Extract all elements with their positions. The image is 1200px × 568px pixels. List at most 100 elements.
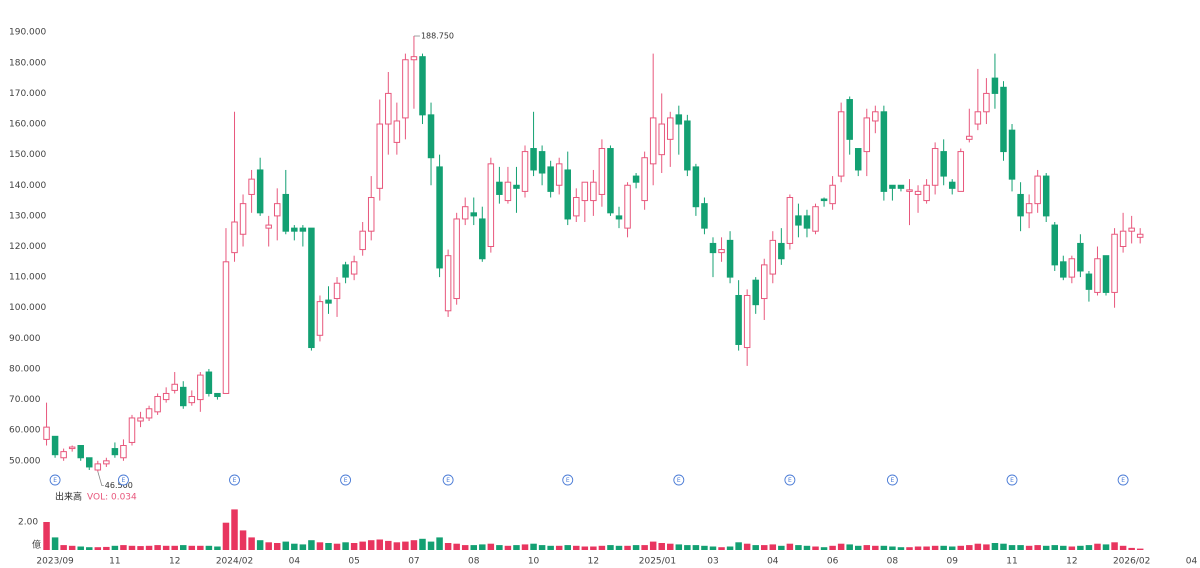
- volume-bar: [239, 530, 247, 550]
- volume-bar: [615, 545, 623, 550]
- x-tick-label: 08: [468, 557, 480, 567]
- volume-bar: [308, 540, 315, 550]
- x-tick-label: 11: [109, 557, 120, 567]
- candle-body: [410, 56, 418, 61]
- volume-bar: [880, 545, 888, 550]
- volume-bar: [1111, 542, 1118, 550]
- candle-body: [684, 120, 691, 171]
- volume-bar: [1060, 545, 1067, 550]
- event-marker: [49, 474, 61, 486]
- event-label: E: [1010, 477, 1014, 484]
- candle-body: [1119, 230, 1127, 248]
- x-tick-label: 11: [1006, 557, 1017, 567]
- candle-body: [632, 175, 640, 183]
- volume-title: 出来高: [55, 491, 82, 503]
- candle-body: [470, 212, 477, 217]
- volume-bar: [282, 541, 290, 550]
- candle-body: [931, 148, 939, 186]
- candle-body: [214, 392, 221, 398]
- volume-bar: [983, 544, 990, 550]
- volume-bar: [692, 545, 700, 550]
- candle-body: [453, 218, 460, 300]
- volume-bar: [325, 543, 332, 550]
- candle-body: [86, 457, 93, 468]
- x-tick-label: 2025/01: [639, 557, 676, 567]
- candle-body: [649, 117, 657, 165]
- event-marker: [562, 474, 574, 486]
- candle-body: [598, 148, 606, 195]
- candle-body: [564, 169, 571, 220]
- volume-bar: [598, 545, 606, 550]
- volume-bar: [419, 538, 426, 550]
- candle-body: [923, 184, 930, 202]
- volume-bar: [1094, 543, 1101, 550]
- volume-bar: [872, 545, 879, 550]
- volume-bar: [624, 545, 631, 550]
- volume-bar: [590, 546, 597, 550]
- candle-body: [1128, 227, 1135, 232]
- volume-bar: [120, 545, 127, 550]
- volume-bar: [359, 541, 366, 550]
- x-tick-label: 07: [408, 557, 419, 567]
- volume-bar: [273, 543, 281, 550]
- x-tick-label: 10: [528, 557, 540, 567]
- candle-body: [573, 197, 580, 217]
- volume-bar: [530, 543, 537, 550]
- volume-bar: [256, 540, 264, 550]
- candle-body: [68, 446, 76, 450]
- volume-bar: [154, 545, 161, 550]
- candle-body: [111, 448, 119, 456]
- annotation-leader: [97, 471, 104, 486]
- volume-bar: [111, 545, 119, 550]
- x-tick-label: 04: [1186, 557, 1198, 567]
- volume-bar: [1119, 545, 1127, 550]
- volume-bar: [43, 522, 50, 550]
- candle-body: [863, 117, 871, 153]
- candle-body: [769, 239, 777, 275]
- candle-body: [60, 451, 67, 459]
- event-label: E: [566, 477, 570, 484]
- candle-body: [846, 99, 853, 140]
- volume-bar: [803, 545, 811, 550]
- candle-body: [897, 184, 905, 189]
- y-tick-label: 100.000: [9, 303, 46, 313]
- volume-bar: [444, 543, 452, 550]
- candle-body: [51, 435, 59, 456]
- candle-body: [1017, 193, 1024, 217]
- candle-body: [376, 123, 384, 189]
- volume-bar: [1128, 547, 1135, 550]
- volume-bar: [795, 545, 802, 550]
- candle-body: [615, 215, 623, 220]
- volume-bar: [1102, 544, 1110, 550]
- event-label: E: [53, 477, 57, 484]
- y-tick-label: 50.000: [9, 456, 41, 466]
- candle-body: [641, 157, 648, 202]
- event-label: E: [891, 477, 895, 484]
- candle-body: [590, 181, 597, 202]
- y-tick-label: 70.000: [9, 395, 41, 405]
- candle-body: [120, 445, 127, 459]
- volume-bar: [573, 545, 580, 550]
- candle-body: [957, 151, 965, 192]
- volume-bar: [1034, 545, 1041, 550]
- candle-body: [1051, 224, 1058, 266]
- volume-bar: [948, 546, 956, 550]
- candle-body: [402, 59, 409, 119]
- candle-body: [1060, 261, 1067, 278]
- volume-bar: [453, 543, 460, 550]
- volume-bar: [1136, 548, 1144, 550]
- volume-bar: [504, 545, 512, 550]
- candle-body: [692, 166, 700, 208]
- volume-bar: [957, 545, 965, 550]
- volume-bar: [581, 546, 589, 550]
- candle-body: [197, 374, 204, 401]
- y-tick-label: 80.000: [9, 364, 41, 374]
- candle-body: [803, 215, 811, 229]
- candle-body: [726, 239, 734, 278]
- volume-bar: [820, 547, 828, 550]
- volume-bar: [846, 544, 853, 550]
- candle-body: [829, 184, 836, 205]
- volume-bar: [1017, 545, 1024, 550]
- y-tick-label: 60.000: [9, 426, 41, 436]
